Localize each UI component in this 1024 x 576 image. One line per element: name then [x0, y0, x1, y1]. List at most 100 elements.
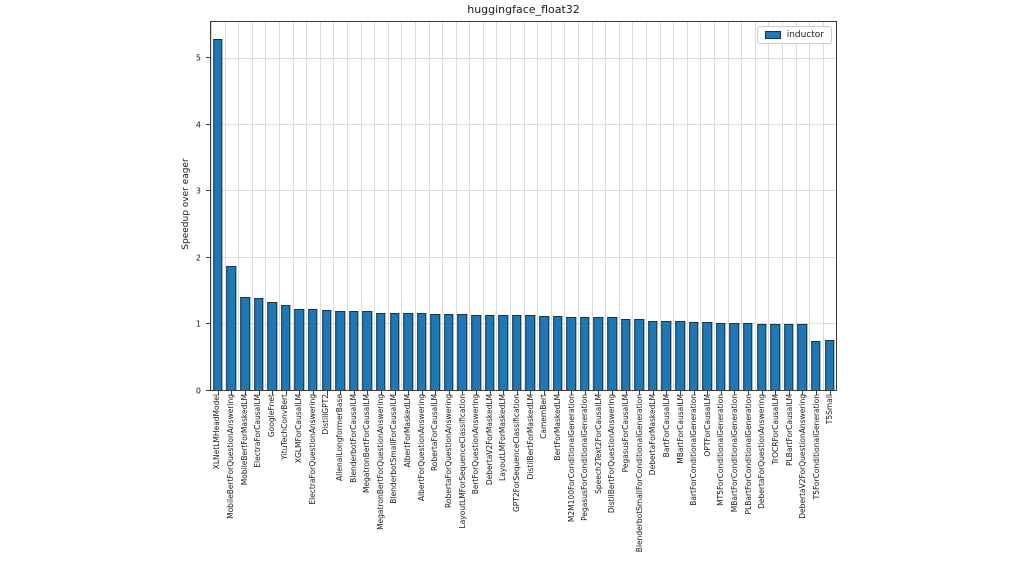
y-gridline — [211, 124, 836, 126]
bar — [253, 298, 264, 390]
bar — [539, 315, 549, 390]
x-tick-mark — [312, 391, 314, 395]
x-tick-mark — [652, 391, 654, 395]
y-tick-label: 3 — [195, 186, 201, 196]
x-gridline — [278, 22, 280, 390]
x-tick-label: PegasusForConditionalGeneration — [580, 394, 590, 521]
plot-column — [578, 22, 592, 395]
bar — [525, 315, 536, 390]
x-label-cell: DebertaForQuestionAnswering — [755, 394, 769, 552]
x-tick-mark — [367, 391, 369, 395]
x-label-cell: RobertaForQuestionAnswering — [442, 394, 456, 552]
bar — [811, 341, 821, 390]
x-tick-label: BertForMaskedLM — [552, 394, 562, 461]
plot-column — [618, 22, 633, 395]
x-gridline — [224, 22, 226, 390]
x-gridline — [346, 22, 348, 390]
x-gridline — [591, 22, 593, 390]
x-tick-mark — [217, 391, 219, 395]
x-gridline — [713, 22, 715, 390]
x-gridline — [632, 22, 634, 390]
plot-column — [482, 22, 497, 395]
y-tick-mark — [206, 123, 210, 125]
bar — [648, 320, 658, 390]
plot-column — [360, 22, 375, 395]
x-tick-label: GoogleFnet — [266, 394, 276, 438]
x-tick-mark — [503, 391, 505, 395]
bar — [743, 323, 753, 390]
x-gridline — [646, 22, 647, 390]
plot-column — [238, 22, 252, 395]
plot-column — [523, 22, 538, 395]
plot-column — [346, 22, 361, 395]
bar — [389, 313, 400, 390]
x-gridline — [306, 22, 308, 390]
x-label-cell: BertForMaskedLM — [551, 394, 565, 552]
plot-column — [469, 22, 483, 395]
bar — [335, 310, 345, 390]
y-tick-label: 1 — [195, 319, 201, 329]
x-gridline — [618, 22, 620, 390]
x-label-cell: LayoutLMForMaskedLM — [496, 394, 510, 552]
x-tick-label: MegatronBertForQuestionAnswering — [375, 394, 385, 530]
plot-column — [224, 22, 239, 395]
x-gridline — [414, 22, 416, 390]
x-tick-mark — [326, 391, 328, 395]
x-gridline — [605, 22, 607, 390]
x-tick-mark — [272, 391, 274, 395]
x-label-cell: GoogleFnet — [265, 394, 279, 552]
x-tick-label: TrOCRForCausalLM — [770, 394, 780, 465]
x-tick-mark — [734, 391, 736, 395]
x-tick-label: BartForConditionalGeneration — [689, 394, 699, 506]
x-label-cell: DistilBertForQuestionAnswering — [605, 394, 619, 552]
x-tick-mark — [421, 391, 423, 395]
bars-container — [211, 22, 837, 395]
x-label-cell: MegatronBertForQuestionAnswering — [374, 394, 388, 552]
x-tick-label: BartForCausalLM — [661, 394, 671, 458]
bar — [362, 311, 373, 390]
x-gridline — [482, 22, 484, 390]
x-gridline — [741, 22, 743, 390]
x-label-cell: DebertaV2ForMaskedLM — [483, 394, 497, 552]
x-tick-label: CamemBert — [539, 394, 549, 439]
x-tick-label: BlenderbotForCausalLM — [348, 394, 358, 483]
legend: inductor — [756, 26, 832, 44]
legend-label: inductor — [786, 30, 824, 40]
x-tick-mark — [802, 391, 804, 395]
x-label-cell: TrOCRForCausalLM — [769, 394, 783, 552]
x-tick-mark — [612, 391, 614, 395]
x-tick-label: PLBartForConditionalGeneration — [743, 394, 753, 515]
x-gridline — [496, 22, 498, 390]
plot-column — [632, 22, 646, 395]
x-label-cell: Speech2Text2ForCausalLM — [592, 394, 606, 552]
x-tick-label: DistilBertForQuestionAnswering — [607, 394, 617, 514]
bar — [824, 340, 835, 390]
x-gridline — [442, 22, 444, 390]
x-tick-mark — [720, 391, 722, 395]
x-gridline — [659, 22, 661, 390]
plot-column — [319, 22, 334, 395]
x-gridline — [795, 22, 797, 390]
y-gridline — [211, 190, 836, 192]
x-tick-label: MBartForConditionalGeneration — [730, 394, 740, 513]
plot-column — [292, 22, 307, 395]
x-tick-label: ElectraForCausalLM — [253, 394, 263, 468]
plot-column — [496, 22, 510, 395]
x-tick-mark — [775, 391, 777, 395]
plot-column — [822, 22, 837, 395]
x-tick-label: GPT2ForSequenceClassification — [512, 394, 522, 513]
x-tick-mark — [747, 391, 749, 395]
x-tick-label: DistillGPT2 — [321, 394, 331, 435]
plot-column — [510, 22, 524, 395]
x-tick-label: LayoutLMForSequenceClassification — [457, 394, 467, 529]
x-label-cell: BartForConditionalGeneration — [687, 394, 701, 552]
y-tick-mark — [206, 390, 210, 391]
bar — [729, 323, 740, 390]
x-label-cell: YituTechConvBert — [278, 394, 292, 552]
bar — [566, 316, 576, 390]
x-gridline — [754, 22, 756, 390]
plot-column — [809, 22, 823, 395]
x-gridline — [700, 22, 702, 390]
x-label-cell: CamemBert — [537, 394, 551, 552]
x-tick-label: ElectraForQuestionAnswering — [307, 394, 317, 505]
